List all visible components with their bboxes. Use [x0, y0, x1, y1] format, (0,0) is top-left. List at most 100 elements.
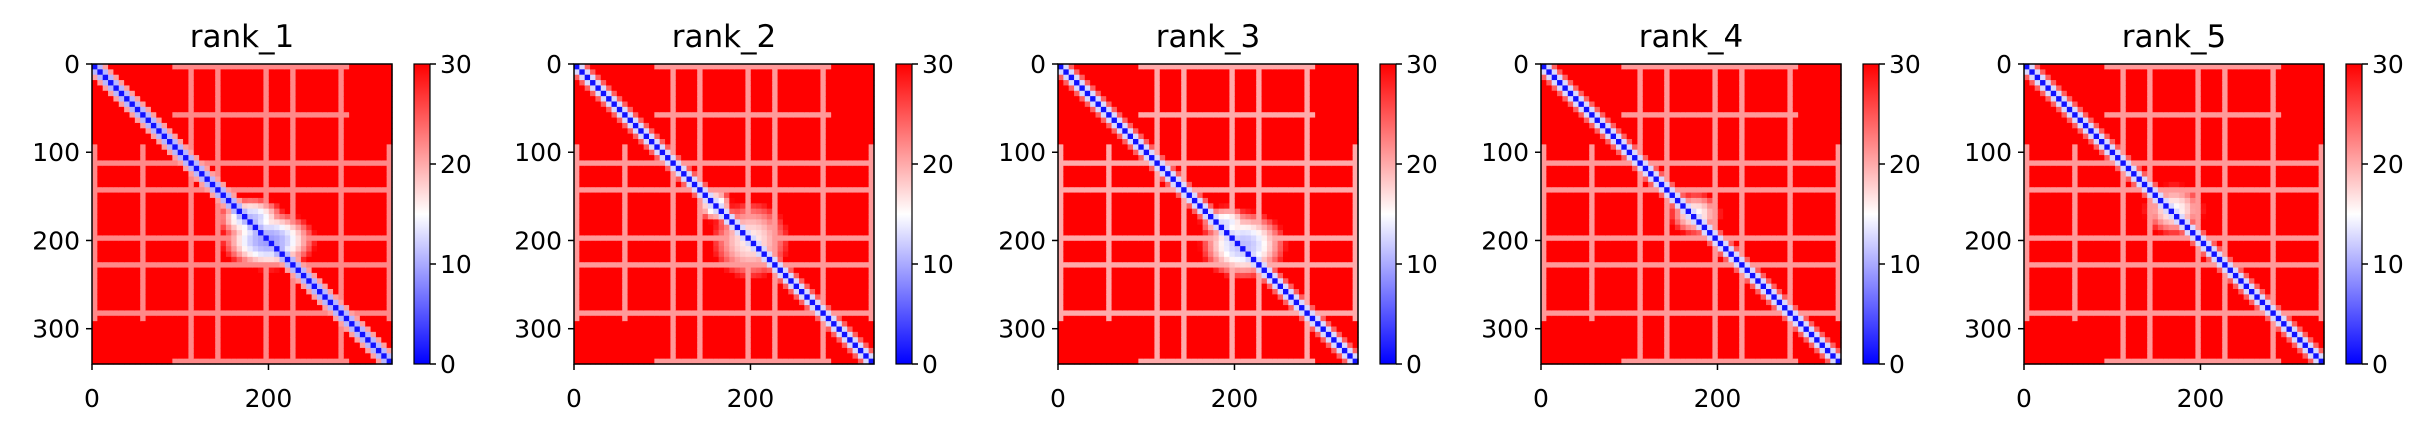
heatmap-cell [215, 122, 222, 129]
heatmap-cell [654, 342, 661, 349]
heatmap-cell [140, 331, 147, 338]
heatmap-cell [215, 203, 222, 210]
heatmap-cell [188, 144, 195, 151]
heatmap-cell [707, 176, 714, 183]
heatmap-cell [290, 187, 297, 194]
heatmap-cell [338, 64, 345, 70]
heatmap-cell [354, 128, 361, 135]
heatmap-cell [215, 326, 222, 333]
heatmap-cell [627, 358, 634, 365]
heatmap-cell [317, 171, 323, 178]
heatmap-cell [365, 203, 372, 210]
heatmap-cell [734, 214, 741, 220]
heatmap-cell [579, 160, 586, 167]
heatmap-cell [268, 149, 275, 156]
heatmap-cell [108, 64, 115, 70]
heatmap-cell [606, 117, 613, 124]
heatmap-cell [317, 353, 323, 360]
heatmap-cell [686, 176, 693, 183]
heatmap-cell [365, 315, 372, 322]
heatmap-cell [279, 305, 286, 312]
heatmap-cell [686, 246, 693, 253]
heatmap-cell [263, 246, 270, 253]
heatmap-cell [140, 262, 147, 269]
heatmap-cell [177, 181, 184, 188]
heatmap-cell [102, 192, 109, 199]
heatmap-cell [183, 85, 190, 92]
heatmap-cell [359, 256, 366, 263]
heatmap-cell [375, 144, 382, 151]
heatmap-cell [643, 128, 650, 135]
heatmap-cell [129, 117, 136, 124]
heatmap-cell [616, 353, 623, 360]
heatmap-cell [295, 315, 302, 322]
heatmap-cell [204, 235, 211, 242]
heatmap-cell [590, 133, 597, 140]
heatmap-cell [204, 96, 211, 103]
heatmap-cell [156, 155, 163, 162]
heatmap-cell [724, 64, 730, 70]
heatmap-cell [161, 289, 168, 295]
heatmap-cell [247, 246, 254, 253]
heatmap-cell [322, 133, 329, 140]
heatmap-cell [188, 256, 195, 263]
heatmap-cell [199, 342, 206, 349]
heatmap-cell [359, 251, 366, 258]
heatmap-cell [161, 197, 168, 204]
heatmap-cell [113, 64, 120, 70]
heatmap-cell [252, 342, 259, 349]
heatmap-cell [311, 310, 318, 317]
heatmap-cell [375, 187, 382, 194]
heatmap-cell [333, 331, 340, 338]
heatmap-cell [718, 203, 725, 210]
heatmap-cell [659, 112, 666, 119]
heatmap-cell [600, 315, 607, 322]
heatmap-cell [145, 85, 152, 92]
heatmap-cell [354, 310, 361, 317]
heatmap-cell [622, 122, 629, 129]
heatmap-cell [638, 251, 645, 258]
heatmap-cell [600, 321, 607, 328]
heatmap-cell [279, 294, 286, 301]
heatmap-cell [643, 321, 650, 328]
heatmap-cell [183, 176, 190, 183]
heatmap-cell [102, 262, 109, 269]
heatmap-cell [611, 214, 618, 220]
heatmap-cell [734, 197, 741, 204]
heatmap-cell [290, 358, 297, 365]
heatmap-cell [643, 176, 650, 183]
heatmap-cell [643, 331, 650, 338]
heatmap-cell [649, 278, 655, 285]
heatmap-cell [167, 283, 173, 290]
heatmap-cell [745, 192, 752, 199]
heatmap-cell [193, 219, 200, 226]
heatmap-cell [236, 117, 243, 124]
heatmap-cell [225, 240, 232, 247]
heatmap-cell [740, 203, 747, 210]
heatmap-cell [263, 224, 270, 231]
heatmap-cell [616, 299, 623, 306]
heatmap-cell [134, 353, 141, 360]
heatmap-cell [177, 144, 184, 151]
heatmap-cell [729, 122, 736, 129]
heatmap-cell [333, 347, 340, 354]
heatmap-cell [665, 187, 672, 194]
heatmap-cell [707, 342, 714, 349]
heatmap-cell [622, 262, 629, 269]
heatmap-cell [258, 272, 265, 279]
heatmap-cell [579, 278, 586, 285]
heatmap-cell [209, 181, 216, 188]
heatmap-cell [595, 144, 602, 151]
heatmap-cell [129, 90, 136, 97]
heatmap-cell [386, 326, 393, 333]
heatmap-cell [670, 305, 677, 312]
heatmap-cell [574, 197, 580, 204]
heatmap-cell [193, 171, 200, 178]
heatmap-cell [740, 181, 747, 188]
heatmap-cell [177, 262, 184, 269]
heatmap-cell [102, 235, 109, 242]
heatmap-cell [134, 96, 141, 103]
heatmap-cell [279, 315, 286, 322]
heatmap-cell [327, 353, 334, 360]
